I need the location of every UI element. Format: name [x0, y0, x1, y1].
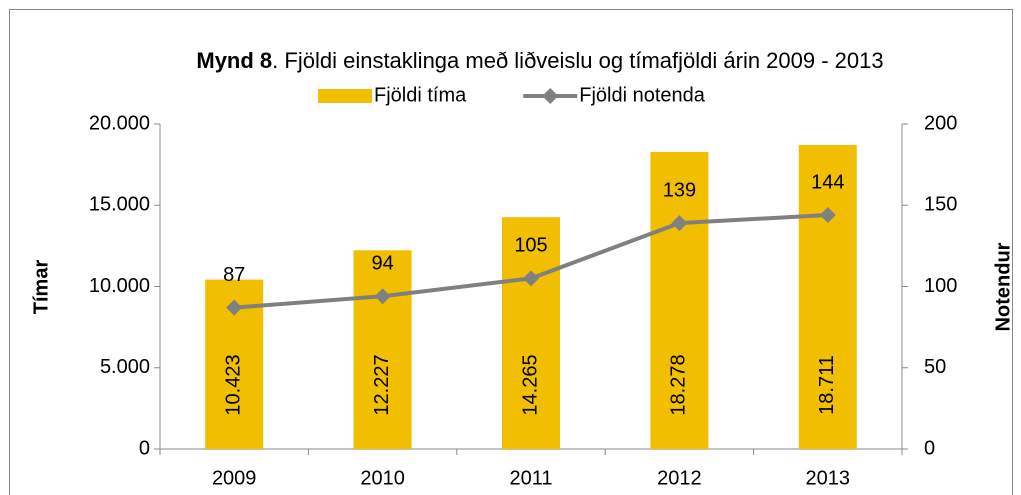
legend-swatch: [318, 89, 372, 103]
bar-value-label: 18.711: [816, 355, 838, 415]
line-marker: [226, 299, 243, 316]
line-value-label: 105: [514, 235, 547, 257]
bar: [502, 217, 560, 449]
chart-title: Mynd 8. Fjöldi einstaklinga með liðveisl…: [196, 48, 883, 73]
y-tick-label: 5.000: [100, 356, 150, 378]
line-marker: [374, 288, 391, 305]
line-value-label: 94: [371, 253, 393, 275]
y2-tick-label: 50: [924, 356, 946, 378]
x-tick-label: 2011: [509, 467, 552, 489]
y-tick-label: 20.000: [89, 112, 150, 134]
bar-value-label: 12.227: [371, 354, 393, 415]
y2-tick-label: 0: [924, 437, 935, 459]
legend-label: Fjöldi notenda: [579, 84, 706, 106]
bar: [798, 144, 857, 450]
x-tick-label: 2009: [212, 467, 257, 489]
y2-axis-label: Notendur: [992, 242, 1014, 331]
line-marker: [523, 270, 539, 287]
line-marker: [671, 215, 688, 232]
bar-value-label: 14.265: [519, 354, 541, 415]
title-rest: . Fjöldi einstaklinga með liðveislu og t…: [272, 48, 883, 73]
y-tick-label: 15.000: [89, 194, 150, 216]
title-bold: Mynd 8: [196, 48, 272, 73]
y2-tick-label: 150: [924, 194, 957, 216]
bar: [650, 151, 709, 450]
y2-tick-label: 100: [924, 275, 957, 297]
x-tick-label: 2013: [806, 467, 851, 489]
y-axis-label: Tímar: [30, 260, 52, 315]
line-value-label: 139: [663, 179, 696, 201]
y2-tick-label: 200: [924, 112, 957, 134]
x-tick-label: 2012: [657, 467, 702, 489]
bar: [353, 250, 412, 449]
line-marker: [819, 207, 836, 223]
bar-value-label: 18.278: [668, 354, 690, 415]
bar-value-label: 10.423: [222, 354, 244, 415]
y-tick-label: 10.000: [89, 275, 150, 297]
x-tick-label: 2010: [360, 467, 405, 489]
legend-label: Fjöldi tíma: [374, 84, 467, 106]
line-value-label: 144: [811, 171, 844, 193]
y-tick-label: 0: [139, 437, 150, 459]
legend-marker: [542, 88, 559, 104]
line-value-label: 87: [223, 264, 245, 286]
